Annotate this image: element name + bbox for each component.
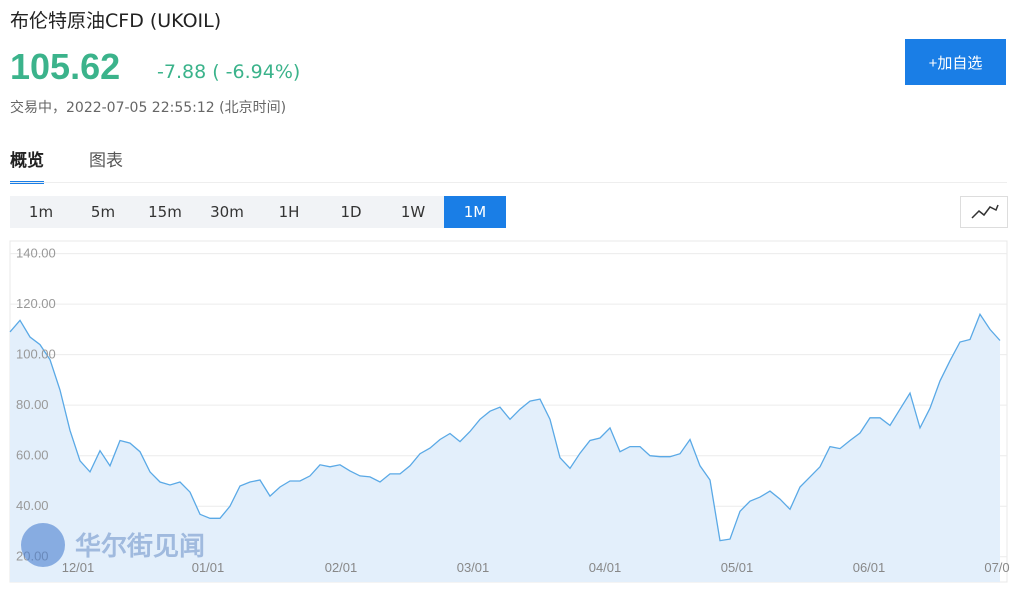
tab[interactable]: 概览 <box>10 146 44 184</box>
period-button[interactable]: 5m <box>90 203 116 221</box>
period-button[interactable]: 1W <box>400 203 426 221</box>
x-tick-label: 02/01 <box>325 560 358 575</box>
x-tick-label: 01/01 <box>192 560 225 575</box>
period-button[interactable]: 1D <box>340 203 362 221</box>
x-tick-label: 07/0 <box>984 560 1009 575</box>
chart-frame <box>9 240 1008 583</box>
tabs: 概览 图表 <box>10 146 123 184</box>
period-button[interactable]: 15m <box>148 203 182 221</box>
watermark: 华尔街见闻 <box>75 531 205 561</box>
trade-status: 交易中，2022-07-05 22:55:12 (北京时间) <box>10 100 287 116</box>
period-button[interactable]: 30m <box>210 203 244 221</box>
y-tick-label: 40.00 <box>16 498 49 513</box>
tab[interactable]: 图表 <box>89 151 123 171</box>
title: 布伦特原油CFD (UKOIL) <box>10 10 222 32</box>
x-tick-label: 06/01 <box>853 560 886 575</box>
watermark-logo <box>21 523 65 567</box>
divider <box>10 182 1007 183</box>
price-change: -7.88 ( -6.94%) <box>157 61 301 83</box>
y-tick-label: 140.00 <box>16 246 56 261</box>
x-tick-label: 04/01 <box>589 560 622 575</box>
price-line <box>9 312 1001 542</box>
x-tick-label: 03/01 <box>457 560 490 575</box>
y-tick-label: 60.00 <box>16 448 49 463</box>
y-tick-label: 80.00 <box>16 397 49 412</box>
x-tick-label: 05/01 <box>721 560 754 575</box>
x-tick-label: 12/01 <box>62 560 95 575</box>
period-bar: 1m 5m 15m 30m 1H 1D 1W 1M <box>10 196 506 228</box>
add-watchlist-button[interactable]: +加自选 <box>905 39 1006 85</box>
period-button[interactable]: 1H <box>278 203 300 221</box>
chart-type-button[interactable] <box>960 196 1008 228</box>
y-tick-label: 120.00 <box>16 296 56 311</box>
price: 105.62 <box>10 46 121 87</box>
area <box>10 314 1000 582</box>
period-button[interactable]: 1M <box>444 196 506 228</box>
chart-type-icon <box>971 204 999 219</box>
period-button[interactable]: 1m <box>28 203 54 221</box>
y-tick-label: 100.00 <box>16 347 56 362</box>
y-tick-label: 20.00 <box>16 549 49 564</box>
